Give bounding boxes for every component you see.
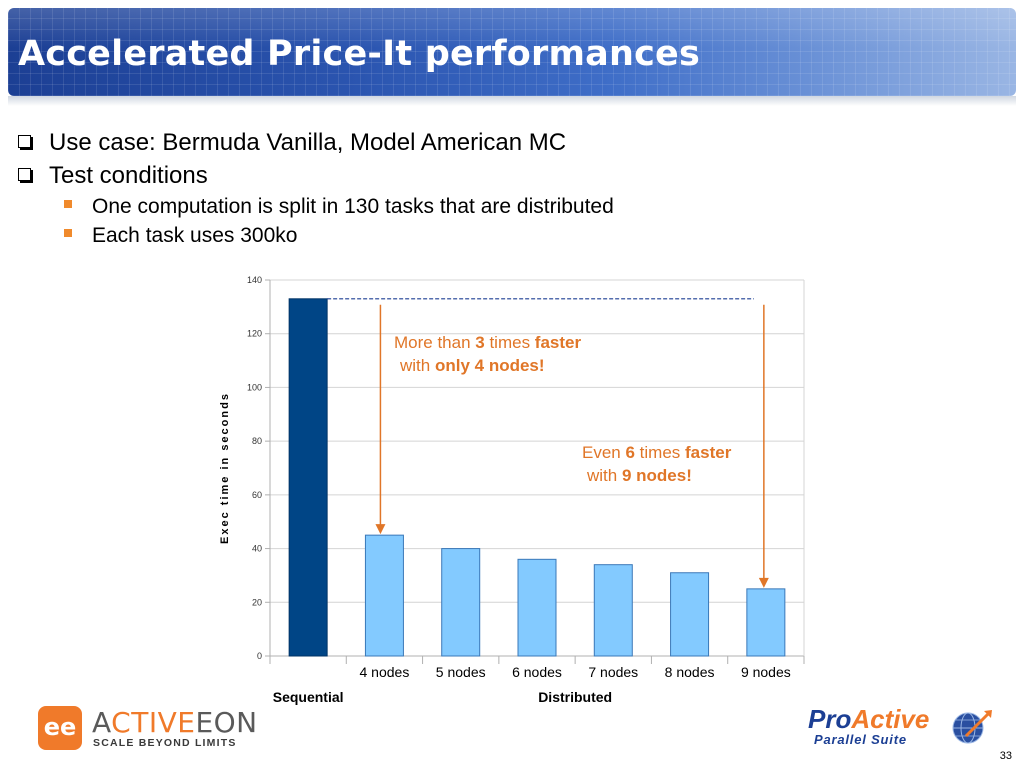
slide-title: Accelerated Price-It performances	[18, 34, 701, 74]
group-label: Sequential	[273, 689, 344, 705]
bullet-text: Use case: Bermuda Vanilla, Model America…	[49, 129, 567, 156]
y-tick-label: 100	[247, 382, 262, 392]
bullet-text: Each task uses 300ko	[92, 224, 298, 247]
y-tick-label: 120	[247, 329, 262, 339]
banner-grid-pattern	[8, 8, 1016, 96]
x-tick-label: 9 nodes	[741, 664, 791, 680]
banner-shadow	[8, 96, 1016, 106]
y-tick-label: 140	[247, 275, 262, 285]
y-tick-label: 20	[252, 597, 262, 607]
x-tick-label: 8 nodes	[665, 664, 715, 680]
x-tick-label: 6 nodes	[512, 664, 562, 680]
activeeon-wordmark: ACTIVEEON	[92, 706, 258, 739]
title-banner: Accelerated Price-It performances	[8, 8, 1016, 96]
bullet-text: One computation is split in 130 tasks th…	[92, 195, 614, 218]
y-tick-label: 0	[257, 651, 262, 661]
square-bullet-icon	[18, 135, 31, 148]
bar-7-nodes	[593, 564, 633, 657]
bar-8-nodes	[670, 572, 710, 657]
proactive-wordmark: ProActive	[808, 704, 930, 734]
sub-bullet-task-size: Each task uses 300ko	[64, 224, 297, 248]
activeeon-logo: ee ACTIVEEON SCALE BEYOND LIMITS	[38, 704, 257, 752]
annotation-6x-faster: Even 6 times faster with 9 nodes!	[582, 443, 732, 485]
bullet-use-case: Use case: Bermuda Vanilla, Model America…	[18, 129, 566, 157]
page-number: 33	[999, 750, 1012, 762]
sub-bullet-split: One computation is split in 130 tasks th…	[64, 195, 614, 219]
x-tick-label: 5 nodes	[436, 664, 486, 680]
bar-6-nodes	[517, 558, 557, 657]
bar-9-nodes	[746, 588, 786, 657]
bullet-text: Test conditions	[49, 162, 208, 189]
y-tick-label: 80	[252, 436, 262, 446]
y-axis-title: Exec time in seconds	[219, 392, 231, 544]
bar-4-nodes	[364, 534, 404, 657]
bullet-test-conditions: Test conditions	[18, 162, 208, 190]
orange-square-bullet-icon	[64, 229, 72, 237]
bar-sequential	[288, 298, 328, 657]
proactive-logo: ProActive Parallel Suite	[808, 700, 998, 752]
annotation-3x-faster: More than 3 times faster with only 4 nod…	[394, 333, 582, 375]
arrow-head-icon	[758, 577, 769, 588]
exec-time-bar-chart: 0 20 40 60 80 100 120 140 4 nodes 5 nodes 6 nodes 7…	[219, 275, 805, 705]
square-bullet-icon	[18, 168, 31, 181]
group-label: Distributed	[538, 689, 612, 705]
globe-icon	[952, 710, 992, 744]
bar-5-nodes	[441, 548, 481, 657]
activeeon-badge-icon: ee	[38, 706, 82, 750]
y-tick-label: 40	[252, 544, 262, 554]
banner-sheen	[8, 8, 1016, 48]
activeeon-tagline: SCALE BEYOND LIMITS	[93, 737, 237, 749]
y-tick-label: 60	[252, 490, 262, 500]
x-tick-label: 4 nodes	[360, 664, 410, 680]
proactive-subtitle: Parallel Suite	[814, 732, 907, 747]
x-tick-label: 7 nodes	[588, 664, 638, 680]
arrow-head-icon	[375, 524, 386, 535]
orange-square-bullet-icon	[64, 200, 72, 208]
